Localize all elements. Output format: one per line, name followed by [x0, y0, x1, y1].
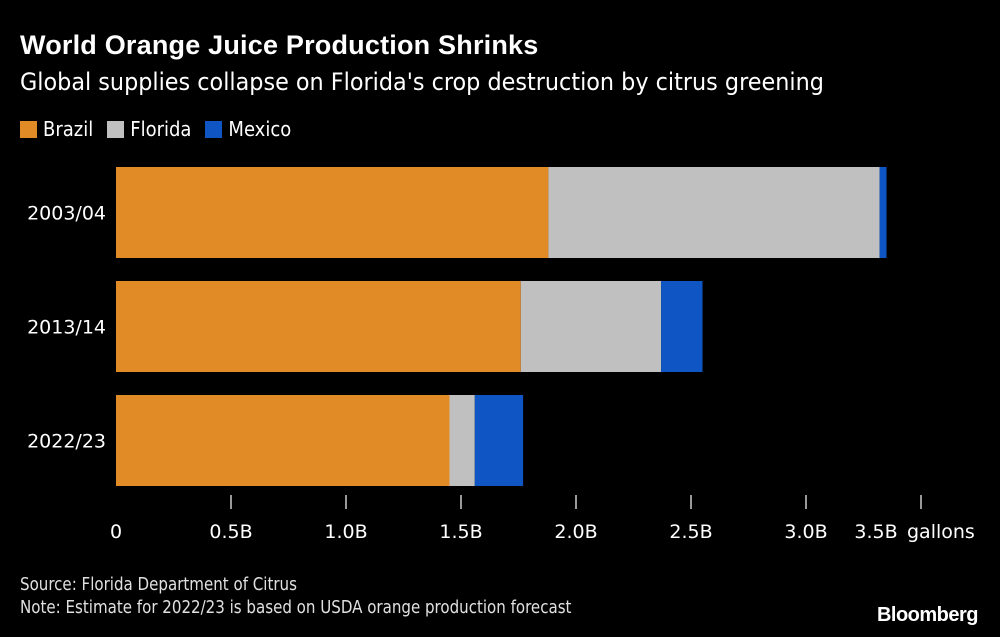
x-axis-label: gallons [907, 521, 975, 543]
bar-brazil [116, 167, 549, 258]
legend-swatch-mexico [205, 120, 223, 138]
legend-item-florida: Florida [107, 117, 191, 141]
footnote: Note: Estimate for 2022/23 is based on U… [20, 597, 572, 618]
legend-label: Florida [130, 117, 192, 141]
category-label: 2013/14 [27, 317, 106, 339]
x-tick-label: 3.5B [854, 521, 897, 543]
bar-florida [548, 167, 880, 258]
category-label: 2022/23 [27, 431, 106, 453]
chart-title: World Orange Juice Production Shrinks [20, 30, 539, 60]
legend: Brazil Florida Mexico [20, 117, 291, 141]
x-tick-label: 0 [110, 521, 122, 543]
x-tick-label: 0.5B [209, 521, 252, 543]
legend-item-mexico: Mexico [205, 117, 291, 141]
bar-florida [449, 395, 475, 486]
x-tick-label: 2.0B [554, 521, 597, 543]
source-note: Source: Florida Department of Citrus [20, 574, 297, 595]
x-tick-label: 1.0B [324, 521, 367, 543]
legend-swatch-brazil [20, 120, 37, 138]
bloomberg-logo: Bloomberg [876, 604, 979, 626]
legend-swatch-florida [107, 120, 125, 138]
x-tick-label: 3.0B [784, 521, 827, 543]
legend-item-brazil: Brazil [20, 117, 93, 141]
bar-brazil [116, 281, 521, 372]
legend-label: Brazil [43, 117, 94, 141]
legend-label: Mexico [228, 117, 292, 141]
bar-mexico [474, 395, 524, 486]
bar-mexico [879, 167, 887, 258]
bar-mexico [661, 281, 703, 372]
x-tick-label: 1.5B [439, 521, 482, 543]
x-tick-label: 2.5B [669, 521, 712, 543]
category-label: 2003/04 [27, 203, 106, 225]
chart-subtitle: Global supplies collapse on Florida's cr… [20, 68, 824, 96]
bar-brazil [116, 395, 450, 486]
bar-florida [520, 281, 662, 372]
